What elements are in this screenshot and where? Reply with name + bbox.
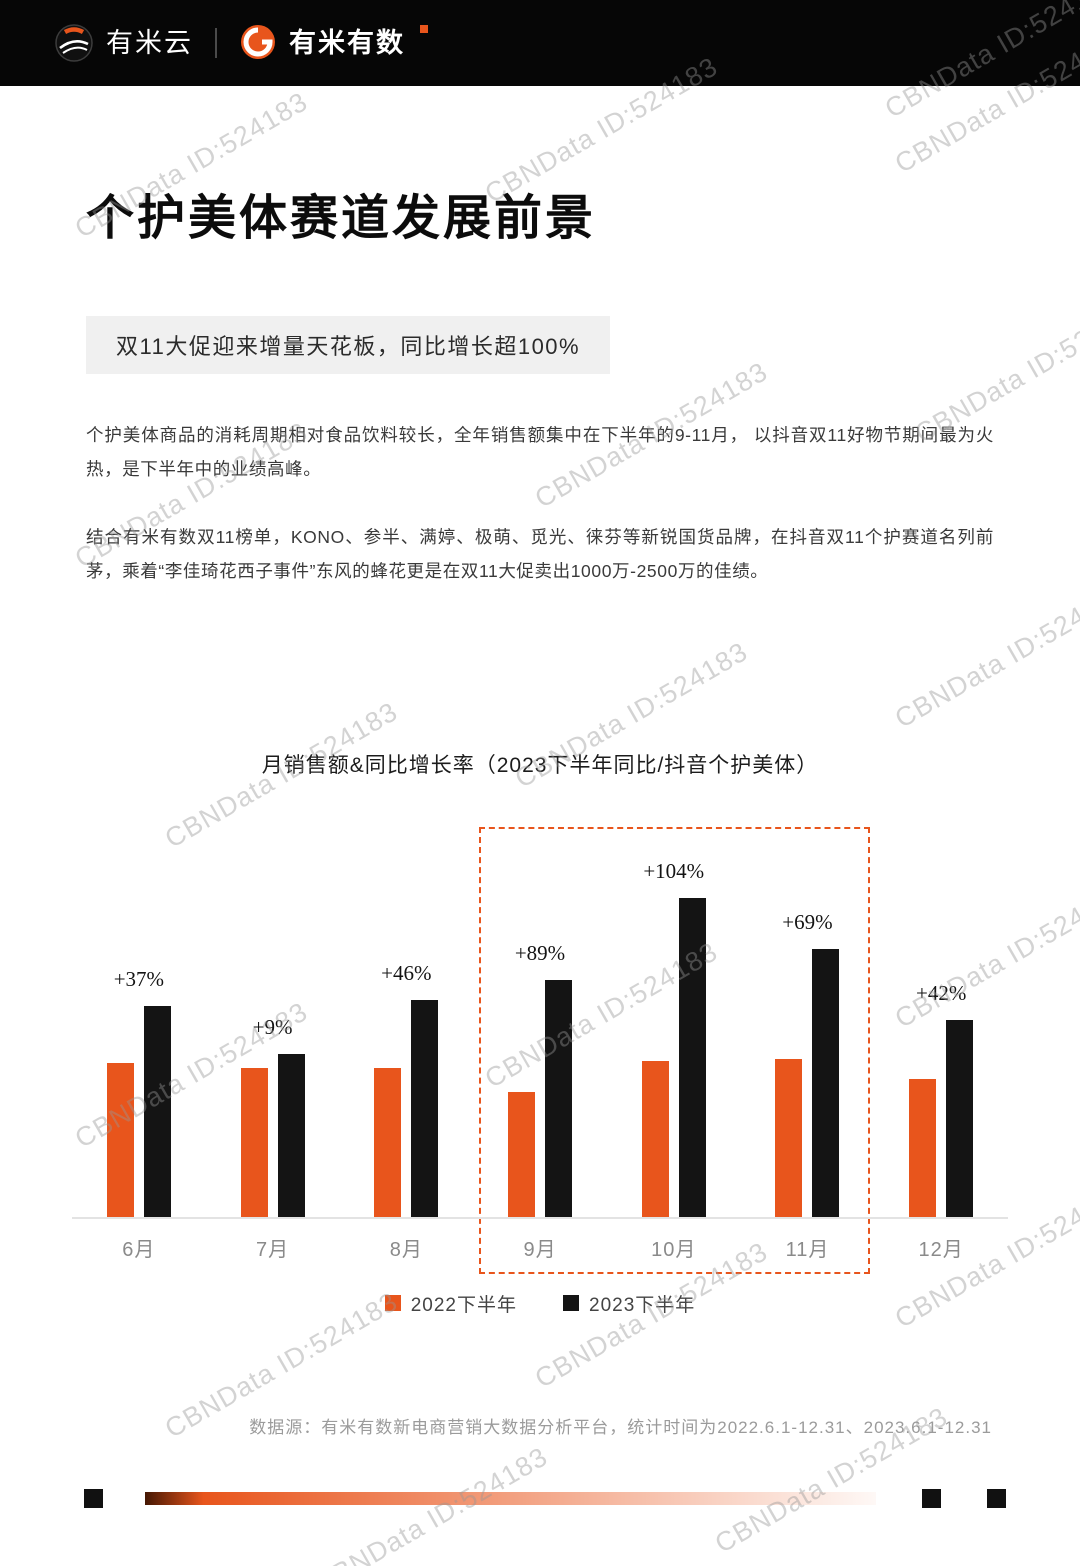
deco-square-left [84,1489,103,1508]
legend-item-2023下半年: 2023下半年 [563,1290,695,1317]
bar-2022下半年-6月 [106,1062,134,1217]
bar-2022下半年-10月 [641,1060,669,1217]
double11-highlight-box [479,826,871,1274]
growth-label-8月: +46% [381,960,432,985]
x-axis-label-12月: 12月 [918,1238,964,1261]
chart-plot-area: +37% +9% +46% +89% +104% +69% +42% 6月 7月 8月 9月 10月… [72,826,1008,1274]
bar-group-8月: +46% [339,877,473,1217]
bar-group-10月: +104% [607,859,741,1217]
legend-item-2022下半年: 2022下半年 [384,1290,517,1317]
page-title: 个护美体赛道发展前景 [86,192,597,245]
bar-2022下半年-9月 [508,1091,536,1217]
monthly-sales-bar-chart: 月销售额&同比增长率（2023下半年同比/抖音个护美体） +37% +9% +46%… [0,749,1080,1317]
growth-label-12月: +42% [916,980,967,1005]
x-axis-label-8月: 8月 [389,1238,423,1261]
bar-2023下半年-11月 [812,948,840,1217]
bar-2023下半年-6月 [143,1005,171,1217]
paragraph-2: 结合有米有数双11榜单，KONO、参半、满婷、极萌、觅光、徕芬等新锐国货品牌，在… [86,527,994,582]
x-axis-label-11月: 11月 [785,1238,830,1261]
growth-label-11月: +69% [782,909,833,934]
chart-title: 月销售额&同比增长率（2023下半年同比/抖音个护美体） [261,753,819,777]
bar-group-12月: +42% [874,877,1008,1217]
bar-group-9月: +89% [473,877,607,1217]
x-axis: 6月 7月 8月 9月 10月 11月 12月 [72,1216,1008,1262]
brand-right: 有米有数 [239,23,428,63]
bar-group-7月: +9% [206,877,340,1217]
bar-2023下半年-8月 [411,999,439,1217]
report-body: 个护美体赛道发展前景 双11大促迎来增量天花板，同比增长超100% 个护美体商品… [0,178,1080,1438]
x-axis-label-9月: 9月 [523,1238,557,1261]
legend-swatch [384,1295,401,1311]
bar-2023下半年-9月 [545,979,573,1217]
bottom-decoration [84,1489,1006,1508]
brand-left: 有米云 [54,23,193,63]
growth-label-9月: +89% [514,940,566,965]
x-axis-label-7月: 7月 [256,1238,290,1261]
bar-group-11月: +69% [741,877,875,1217]
chart-legend: 2022下半年 2023下半年 [0,1290,1080,1317]
legend-label: 2023下半年 [589,1294,696,1316]
bar-groups: +37% +9% +46% +89% +104% +69% +42% [72,859,1008,1217]
bar-group-6月: +37% [72,877,206,1217]
data-source-note: 数据源：有米有数新电商营销大数据分析平台，统计时间为2022.6.1-12.31… [249,1417,992,1437]
deco-gradient-bar [145,1492,876,1505]
growth-label-7月: +9% [252,1014,293,1039]
paragraph-1: 个护美体商品的消耗周期相对食品饮料较长，全年销售额集中在下半年的9-11月， 以… [86,425,994,480]
legend-swatch [563,1295,579,1311]
brand-trademark-square [420,25,428,33]
bar-2022下半年-8月 [374,1067,402,1217]
x-axis-label-6月: 6月 [122,1238,156,1261]
deco-square-right-2 [987,1489,1006,1508]
bar-2022下半年-11月 [775,1058,803,1217]
x-axis-label-10月: 10月 [651,1238,697,1261]
growth-label-10月: +104% [643,858,705,883]
bar-2022下半年-12月 [909,1078,937,1217]
legend-label: 2022下半年 [410,1294,517,1316]
brand-right-label: 有米有数 [289,28,405,58]
bar-2023下半年-10月 [678,897,706,1217]
bar-2022下半年-7月 [240,1067,268,1217]
top-brand-bar: 有米云 有米有数 [0,0,1080,86]
youmi-cloud-logo-icon [54,23,94,63]
brand-left-label: 有米云 [106,28,193,58]
section-subtitle: 双11大促迎来增量天花板，同比增长超100% [86,316,611,374]
bar-2023下半年-7月 [277,1053,305,1217]
bar-2023下半年-12月 [946,1019,974,1217]
deco-square-right-1 [922,1489,941,1508]
growth-label-6月: +37% [113,966,165,991]
youmi-youshu-logo-icon [239,23,277,61]
brand-divider [215,28,217,58]
